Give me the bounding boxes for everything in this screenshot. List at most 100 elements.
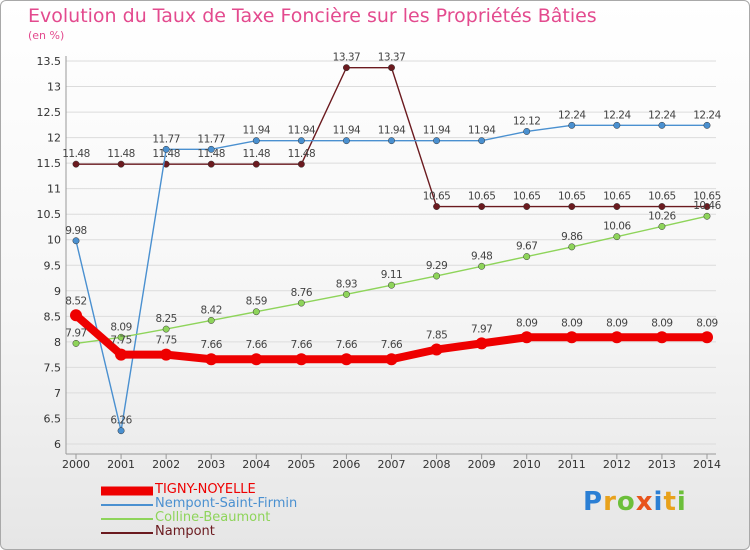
data-label: 8.09 [516,317,537,329]
data-point [388,137,395,145]
data-point [385,353,398,366]
data-point [250,353,263,366]
data-point [207,145,215,153]
data-label: 9.86 [561,231,583,243]
y-tick-label: 13.5 [37,55,62,68]
data-label: 12.12 [513,115,541,127]
data-point [610,331,623,344]
data-point [72,237,80,245]
data-label: 12.24 [648,109,676,121]
data-label: 10.46 [693,200,721,212]
data-label: 11.48 [62,148,90,160]
y-tick-label: 8.5 [44,310,62,323]
legend-label: Colline-Beaumont [155,510,271,525]
data-label: 7.97 [471,323,492,335]
axes: 66.577.588.599.51010.51111.51212.51313.5… [37,55,722,471]
data-label: 8.93 [336,278,357,290]
legend-swatch [101,486,153,496]
data-point [207,160,215,168]
data-point [388,281,395,289]
legend-label: Nampont [155,524,215,539]
legend-item: Nampont [101,524,331,540]
data-point [70,309,82,322]
data-label: 9.48 [471,250,492,262]
data-label: 9.11 [381,269,402,281]
data-point [701,331,713,344]
x-tick-label: 2008 [423,458,451,471]
x-tick-label: 2013 [648,458,676,471]
data-label: 11.48 [288,148,316,160]
data-label: 11.77 [152,133,180,145]
x-tick-label: 2003 [197,458,225,471]
data-label: 7.66 [201,339,223,351]
data-point [297,137,305,145]
data-point [523,203,531,210]
x-tick-label: 2006 [332,458,360,471]
data-point [162,145,170,153]
data-label: 8.76 [291,287,313,299]
legend-label: Nempont-Saint-Firmin [155,496,298,511]
y-tick-label: 6.5 [44,412,62,425]
data-label: 11.48 [197,148,225,160]
legend-swatch [101,532,153,534]
data-point [72,339,80,347]
data-label: 13.37 [378,52,406,64]
data-label: 10.65 [693,191,721,203]
data-label: 7.75 [155,335,176,347]
logo-letter: x [635,487,654,517]
legend-item: Nempont-Saint-Firmin [101,496,331,512]
data-label: 10.65 [648,191,676,203]
data-label: 9.29 [426,260,447,272]
data-label: 8.59 [246,296,267,308]
legend-swatch [101,518,153,520]
data-point [613,233,621,241]
y-tick-label: 12 [47,132,61,145]
grid [66,60,716,445]
data-label: 8.09 [561,317,582,329]
data-point [340,353,353,366]
logo-letter: r [603,487,617,517]
legend-item: TIGNY-NOYELLE [101,482,331,498]
data-label: 11.94 [468,125,496,137]
data-point [388,64,395,72]
logo-letter: i [653,487,664,517]
data-label: 11.94 [243,125,271,137]
data-point [207,316,215,324]
data-point [342,137,350,145]
data-point [342,290,350,298]
data-label: 8.52 [65,295,86,307]
data-point [703,121,711,129]
proxiti-logo: Proxiti [583,487,687,517]
chart-title: Evolution du Taux de Taxe Foncière sur l… [28,5,597,27]
data-point [342,64,350,72]
logo-letter: t [663,487,677,517]
data-label: 7.85 [426,330,447,342]
data-point [478,137,486,145]
data-label: 12.24 [693,109,721,121]
data-point [565,331,578,344]
logo-letter: i [676,487,687,517]
data-label: 8.09 [110,321,131,333]
x-tick-label: 2011 [558,458,586,471]
data-label: 12.24 [558,109,586,121]
x-tick-label: 2012 [603,458,631,471]
data-label: 10.65 [603,191,631,203]
data-label: 8.09 [696,317,717,329]
y-tick-label: 11.5 [37,157,62,170]
y-tick-label: 10 [47,234,61,247]
data-label: 10.06 [603,221,631,233]
y-tick-label: 13 [47,81,61,94]
data-point [568,203,576,210]
data-point [523,253,531,261]
data-label: 7.66 [381,339,403,351]
data-label: 10.65 [558,191,586,203]
data-point [252,160,260,168]
data-point [162,325,170,333]
data-label: 11.94 [333,125,361,137]
y-tick-label: 11 [47,183,61,196]
data-label: 7.75 [110,335,131,347]
data-point [568,121,576,129]
x-tick-label: 2002 [152,458,180,471]
data-point [658,203,666,210]
